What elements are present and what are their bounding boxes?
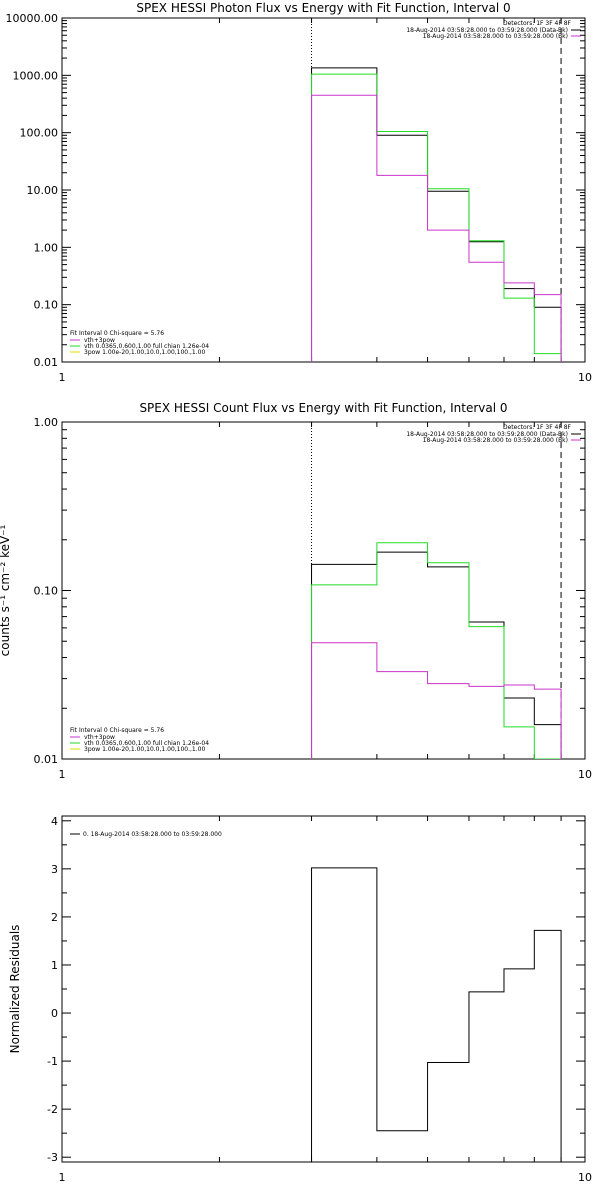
y-tick-label: 0.10: [34, 585, 59, 598]
y-axis-label: Normalized Residuals: [8, 925, 22, 1054]
panel-title: SPEX HESSI Count Flux vs Energy with Fit…: [139, 401, 507, 415]
legend-entry: 3pow 1.00e-20,1.00,10.0,1.00,100.,1.00: [84, 746, 205, 753]
residuals-panel: Normalized Residuals 1 10 -3 -2 -1 0 1 2 3 4 0. 18-…: [8, 815, 592, 1184]
y-tick-label: 10.00: [27, 184, 59, 197]
y-axis-label: counts s⁻¹ cm⁻² keV⁻¹: [0, 524, 12, 656]
series-group: [311, 67, 562, 362]
series-line-0: [311, 67, 562, 362]
y-tick-label: 1.00: [34, 241, 59, 254]
legend-entry: vth+3pow: [84, 734, 115, 741]
x-tick-label: 1: [59, 371, 66, 384]
interval-label: 18-Aug-2014 03:58:28.000 to 03:59:28.000…: [406, 27, 568, 34]
plot-frame: [61, 17, 586, 363]
series-line-2: [311, 94, 562, 362]
fit-summary-label: Fit Interval 0 Chi-square = 5.76: [70, 330, 164, 337]
y-tick-label: 10000.00: [6, 12, 59, 25]
y-tick-label: 2: [51, 911, 58, 924]
legend-entry: vth 0.0365,0.600,1.00 full chian 1.26e-0…: [84, 343, 209, 350]
interval-label: 18-Aug-2014 03:58:28.000 to 03:59:28.000…: [423, 33, 568, 40]
x-tick-label: 10: [578, 371, 592, 384]
detectors-label: Detectors: 1F 3F 4F 8F: [503, 424, 572, 431]
fit-summary-label: Fit Interval 0 Chi-square = 5.76: [70, 727, 164, 734]
count-flux-panel: SPEX HESSI Count Flux vs Energy with Fit…: [0, 401, 592, 781]
y-tick-label: 0.01: [34, 753, 59, 766]
x-tick-label: 1: [59, 1171, 66, 1184]
y-tick-label: 1.00: [34, 416, 59, 429]
series-line-1: [311, 73, 562, 362]
legend-entry: vth+3pow: [84, 337, 115, 344]
series-group: [311, 542, 562, 759]
y-tick-label: 0.10: [34, 299, 59, 312]
y-tick-label: 1000.00: [13, 69, 59, 82]
legend-entry: 3pow 1.00e-20,1.00,10.0,1.00,100.,1.00: [84, 349, 205, 356]
panel-title: SPEX HESSI Photon Flux vs Energy with Fi…: [136, 1, 510, 15]
y-tick-label: 3: [51, 863, 58, 876]
y-tick-label: 100.00: [20, 127, 59, 140]
y-tick-label: 0: [51, 1007, 58, 1020]
series-line-1: [311, 542, 562, 759]
legend-entry: 0. 18-Aug-2014 03:58:28.000 to 03:59:28.…: [83, 831, 222, 838]
y-tick-label: -2: [47, 1103, 58, 1116]
y-tick-label: 4: [51, 815, 58, 828]
x-tick-label: 10: [578, 1171, 592, 1184]
series-line-0: [311, 551, 562, 759]
y-tick-label: -1: [47, 1055, 58, 1068]
photon-flux-panel: SPEX HESSI Photon Flux vs Energy with Fi…: [6, 1, 593, 384]
x-tick-label: 1: [59, 768, 66, 781]
legend-entry: vth 0.0365,0.600,1.00 full chian 1.26e-0…: [84, 740, 209, 747]
series-line-0: [311, 867, 562, 1162]
y-tick-label: 0.01: [34, 356, 59, 369]
x-tick-label: 10: [578, 768, 592, 781]
detectors-label: Detectors: 1F 3F 4F 8F: [503, 20, 572, 27]
y-tick-label: -3: [47, 1151, 58, 1164]
series-line-2: [311, 642, 562, 759]
plot-frame: [61, 421, 586, 760]
y-tick-label: 1: [51, 959, 58, 972]
interval-label: 18-Aug-2014 03:58:28.000 to 03:59:28.000…: [423, 437, 568, 444]
series-group: [311, 867, 562, 1162]
interval-label: 18-Aug-2014 03:58:28.000 to 03:59:28.000…: [406, 431, 568, 438]
